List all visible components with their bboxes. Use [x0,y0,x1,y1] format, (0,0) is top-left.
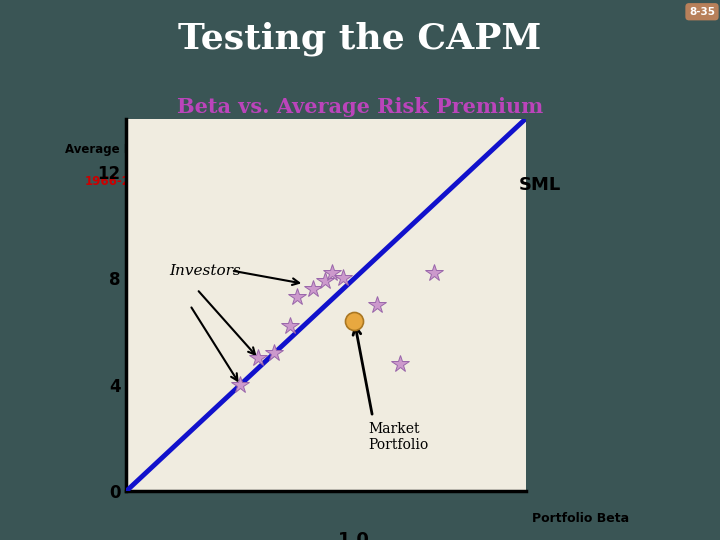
Text: 1966-2008: 1966-2008 [84,176,155,188]
Text: Market
Portfolio: Market Portfolio [368,422,428,453]
Text: Beta vs. Average Risk Premium: Beta vs. Average Risk Premium [177,97,543,117]
Text: 8-35: 8-35 [689,6,715,17]
Text: Testing the CAPM: Testing the CAPM [179,22,541,56]
Text: Portfolio Beta: Portfolio Beta [533,511,629,524]
Text: Investors: Investors [169,264,241,278]
Text: 1.0: 1.0 [338,531,370,540]
Text: Average Risk Premium: Average Risk Premium [66,143,215,156]
Text: SML: SML [518,177,561,194]
